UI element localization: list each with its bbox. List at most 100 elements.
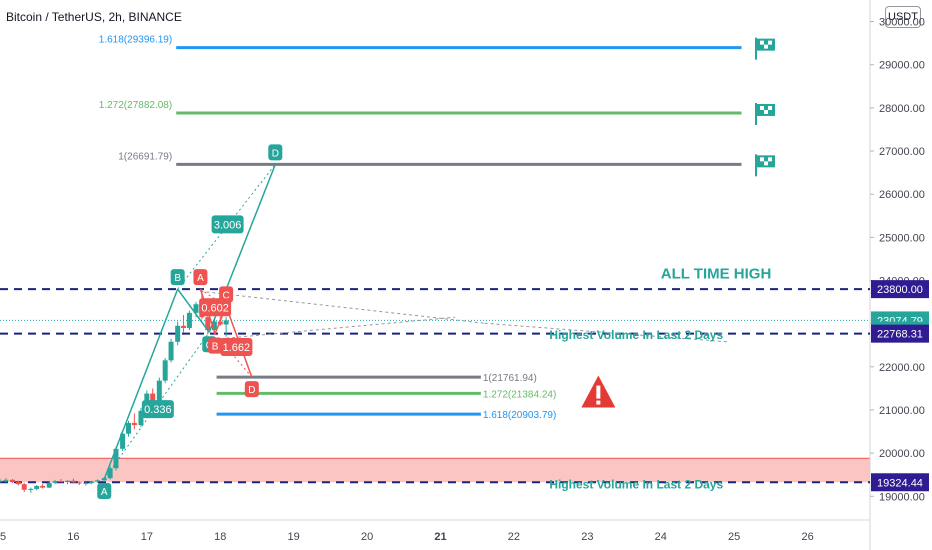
- bull-point-label-A: A: [101, 487, 108, 498]
- candle-body-19: [113, 448, 119, 469]
- candle-body-34: [205, 317, 211, 331]
- y-tick-label-0: 30000.00: [879, 17, 925, 29]
- x-tick-label-3: 18: [214, 531, 226, 543]
- flag-check: [760, 105, 765, 110]
- bull-leg-1: [177, 288, 210, 333]
- warning-dot: [596, 400, 601, 405]
- bull-ratio-badge-1: [211, 215, 244, 234]
- flag-icon: [755, 37, 776, 60]
- candle-body-13: [76, 482, 82, 484]
- bull-ratio-0: 0.336: [141, 400, 174, 419]
- bear-point-badge-B: [208, 337, 223, 354]
- candle-body-1: [3, 479, 9, 481]
- flag-check: [768, 40, 773, 45]
- candle-body-10: [58, 481, 64, 483]
- y-tick-label-1: 29000.00: [879, 60, 925, 72]
- y-tick-label-5: 25000.00: [879, 232, 925, 244]
- bear-point-label-A: A: [197, 273, 204, 284]
- bull-ratio-label-1: 3.006: [214, 219, 242, 231]
- currency-button[interactable]: USDT: [885, 6, 921, 28]
- bear-point-label-B: B: [212, 342, 219, 353]
- fib-level-label-3: 1(21761.94): [483, 373, 537, 384]
- annotation-text-2: Highest Volume In Last 2 Days: [549, 477, 723, 491]
- candle-body-37: [223, 320, 229, 325]
- bull-point-B: B: [170, 269, 185, 286]
- candle-body-29: [175, 325, 181, 342]
- y-tick-label-9: 21000.00: [879, 405, 925, 417]
- fib-level-label-4: 1.272(21384.24): [483, 389, 556, 400]
- price-label-3: 22768.31: [871, 324, 929, 343]
- candle-body-5: [28, 488, 34, 490]
- x-tick-label-10: 25: [728, 531, 740, 543]
- trend-line-1: [484, 322, 727, 343]
- fib-level-label-0: 1.618(29396.19): [99, 35, 172, 46]
- candle-body-6: [34, 485, 40, 489]
- bear-point-label-C: C: [223, 290, 230, 301]
- y-tick-label-3: 27000.00: [879, 146, 925, 158]
- candle-body-15: [89, 481, 95, 483]
- candle-body-23: [138, 410, 144, 426]
- bear-point-A: A: [193, 269, 208, 286]
- candle-body-11: [65, 480, 71, 483]
- fib-level-label-1: 1.272(27882.08): [99, 100, 172, 111]
- bull-ratio-1: 3.006: [211, 215, 244, 234]
- price-label-bg: [871, 324, 929, 343]
- candle-body-31: [186, 312, 192, 328]
- candle-body-36: [217, 321, 223, 325]
- y-tick-label-11: 19000.00: [879, 491, 925, 503]
- bull-point-badge-D: [268, 144, 283, 161]
- y-tick-label-2: 28000.00: [879, 103, 925, 115]
- x-tick-label-9: 24: [655, 531, 667, 543]
- candle-body-17: [101, 478, 107, 481]
- candle-body-8: [46, 482, 52, 488]
- bear-ratio-0: 0.602: [199, 298, 232, 317]
- volume-zone: [0, 458, 870, 483]
- annotation-text-1: Highest Volume In Last 2 Days: [549, 328, 723, 342]
- candle-body-20: [120, 433, 126, 449]
- price-label-bg: [871, 280, 929, 299]
- x-tick-label-8: 23: [581, 531, 593, 543]
- bear-point-D: D: [244, 381, 259, 398]
- bear-ratio-label-0: 0.602: [201, 302, 229, 314]
- price-label-text: 19324.44: [877, 477, 923, 489]
- flag-check: [760, 157, 765, 162]
- price-label-0: 23800.00: [871, 280, 929, 299]
- flag-check: [768, 157, 773, 162]
- x-tick-label-1: 16: [67, 531, 79, 543]
- flag-icon: [755, 154, 776, 177]
- bear-ratio-badge-0: [199, 298, 232, 317]
- price-label-text: 22768.31: [877, 329, 923, 341]
- price-label-bg: [871, 473, 929, 492]
- x-tick-label-11: 26: [801, 531, 813, 543]
- x-tick-label-0: 15: [0, 531, 6, 543]
- flag-check: [764, 161, 769, 166]
- bull-leg-0: [103, 288, 179, 480]
- bear-ratio-label-1: 1.662: [223, 342, 251, 354]
- bear-point-badge-D: [244, 381, 259, 398]
- bull-ratio-badge-0: [141, 400, 174, 419]
- x-tick-label-2: 17: [141, 531, 153, 543]
- candle-body-30: [181, 325, 187, 328]
- candle-body-3: [15, 482, 21, 485]
- x-tick-label-6: 21: [434, 531, 446, 543]
- candle-body-21: [125, 422, 131, 434]
- y-tick-label-10: 20000.00: [879, 448, 925, 460]
- x-tick-label-5: 20: [361, 531, 373, 543]
- candle-body-32: [193, 304, 199, 313]
- bull-point-label-B: B: [174, 273, 181, 284]
- flag-check: [760, 40, 765, 45]
- warning-icon: [581, 375, 616, 408]
- warning-bar: [596, 385, 601, 399]
- bear-ratio-1: 1.662: [220, 337, 253, 356]
- bear-point-label-D: D: [248, 385, 255, 396]
- x-tick-label-4: 19: [288, 531, 300, 543]
- annotation-text-0: ALL TIME HIGH: [661, 265, 772, 282]
- bull-point-label-D: D: [272, 148, 279, 159]
- candle-body-18: [107, 468, 113, 479]
- candle-body-27: [162, 360, 168, 381]
- flag-icon: [755, 102, 776, 125]
- candle-body-35: [211, 321, 217, 331]
- candle-body-22: [131, 422, 137, 426]
